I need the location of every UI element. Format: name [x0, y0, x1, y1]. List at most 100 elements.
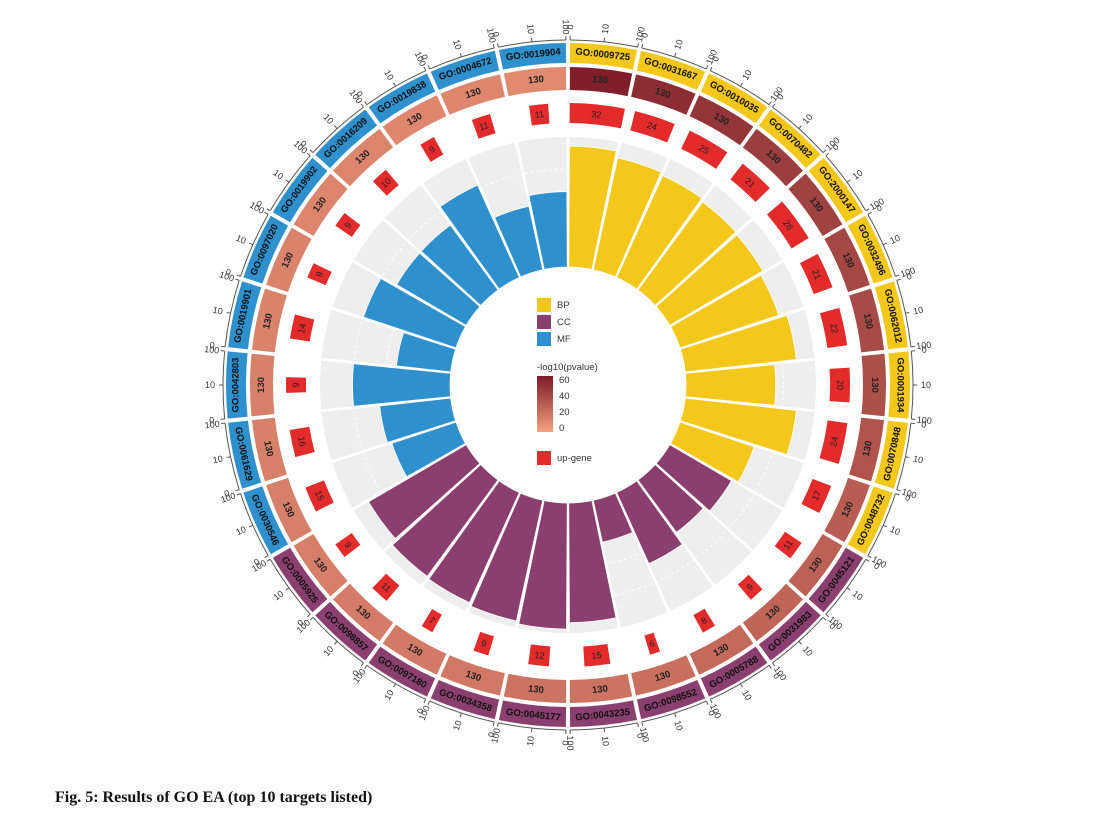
scale-tick — [266, 208, 271, 212]
gene-count-segment-GO:0042803 — [249, 353, 275, 417]
scale-tick — [867, 555, 872, 559]
rich-factor-bar-GO:0098552 — [592, 492, 634, 543]
scale-tick — [235, 489, 240, 492]
scale-tick — [846, 587, 851, 591]
scale-tick — [306, 152, 311, 157]
scale-tick-label: 10 — [851, 588, 865, 602]
scale-tick — [360, 662, 364, 667]
up-gene-block-GO:0016209 — [372, 169, 399, 196]
chart-canvas: 0 10 1000101000101000101000101000101000101… — [204, 19, 932, 750]
scale-tick-label: 10 — [382, 688, 396, 702]
scale-tick — [248, 242, 254, 246]
category-segment-GO:0098552 — [636, 679, 706, 720]
up-gene-block-GO:0001934 — [829, 367, 850, 403]
up-gene-label: 24 — [828, 436, 840, 448]
up-gene-block-GO:0005788 — [693, 608, 715, 633]
up-gene-label: 10 — [379, 176, 393, 190]
scale-tick-label: 10 — [212, 305, 224, 317]
rich-factor-bar-GO:0005925 — [368, 444, 481, 540]
scale-tick — [895, 493, 900, 496]
scale-tick — [641, 43, 644, 49]
scale-tick-label: 10 — [321, 112, 335, 126]
rich-factor-bar-GO:0031983 — [637, 463, 704, 533]
up-gene-block-GO:0048732 — [801, 478, 832, 514]
scale-tick — [248, 524, 254, 528]
rich-factor-bar-GO:0001934 — [684, 364, 777, 406]
scale-tick — [309, 617, 314, 621]
scale-tick — [285, 587, 290, 591]
scale-tick — [865, 208, 870, 212]
scale-tick-label: 10 — [912, 453, 924, 465]
rich-factor-bar-GO:0019838 — [439, 184, 520, 290]
scale-tick — [905, 311, 910, 314]
gene-count-segment-GO:0019901 — [251, 288, 287, 353]
scale-tick — [236, 493, 241, 496]
gene-count-segment-GO:2000147 — [788, 173, 843, 236]
scale-axis-GO:0032496 — [867, 214, 896, 277]
scale-tick — [846, 179, 851, 183]
legend-swatch-up-gene — [537, 451, 551, 465]
scale-tick — [459, 52, 462, 58]
scale-axis-GO:0097180 — [366, 664, 426, 700]
scale-tick — [264, 555, 269, 559]
category-segment-GO:0031983 — [758, 601, 821, 661]
scale-tick — [235, 278, 240, 281]
scale-tick-label: 100 — [565, 735, 575, 750]
up-gene-block-GO:0034358 — [473, 631, 494, 656]
up-gene-label: 14 — [296, 323, 308, 335]
rich-factor-bar-GO:0016209 — [420, 224, 499, 307]
scale-axis-GO:0043235 — [570, 722, 638, 731]
up-gene-label: 8 — [699, 615, 708, 626]
scale-tick — [264, 211, 269, 215]
go-term-label: GO:0001934 — [895, 358, 906, 414]
scale-tick-label: 100 — [916, 415, 932, 426]
scale-tick-label: 10 — [888, 524, 901, 537]
legend-swatch-cc — [537, 315, 551, 329]
category-segment-GO:0061629 — [228, 420, 262, 489]
scale-tick — [427, 65, 431, 70]
figure-caption: Fig. 5: Results of GO EA (top 10 targets… — [55, 789, 373, 806]
scale-tick-label: 0 — [775, 92, 786, 102]
scale-tick — [867, 211, 872, 215]
rich-factor-bar-GO:2000147 — [655, 234, 764, 326]
scale-axis-GO:0097020 — [240, 214, 269, 277]
gene-count-label: 130 — [261, 440, 275, 458]
scale-tick-label: 0 — [905, 271, 913, 282]
scale-tick — [309, 149, 314, 153]
scale-tick — [393, 82, 396, 87]
gene-count-segment-GO:0034358 — [440, 655, 505, 696]
scale-axis-GO:0005925 — [269, 559, 311, 615]
up-gene-label: 7 — [427, 615, 436, 626]
scale-tick-label: 0 — [298, 138, 308, 149]
scale-tick — [822, 617, 827, 621]
rich-factor-bar-GO:0045177 — [518, 500, 568, 630]
gene-count-label: 130 — [527, 74, 544, 87]
gene-count-label: 130 — [592, 74, 609, 87]
gene-count-segment-GO:0061629 — [251, 417, 287, 482]
gene-count-segment-GO:0019838 — [382, 95, 447, 146]
scale-tick-label: 0 — [565, 24, 575, 29]
scale-axis-GO:0098857 — [312, 617, 364, 664]
scale-axis-GO:0061629 — [224, 423, 240, 490]
scale-tick — [226, 456, 231, 459]
up-gene-block-GO:0097180 — [421, 609, 442, 633]
rich-factor-bar-GO:0034358 — [470, 492, 544, 622]
up-gene-block-GO:0010035 — [681, 130, 728, 169]
rich-factor-bar-GO:0098857 — [391, 463, 499, 577]
scale-tick-label: 0 — [710, 55, 721, 64]
legend-swatch-mf — [537, 332, 551, 346]
gene-count-label: 130 — [592, 684, 609, 697]
scale-tick — [772, 662, 776, 667]
gene-count-label: 130 — [869, 377, 880, 393]
gene-count-segment-GO:0098552 — [631, 655, 696, 696]
scale-tick — [364, 101, 368, 105]
scale-tick-label: 10 — [851, 168, 865, 182]
scale-tick-label: 0 — [223, 488, 231, 499]
scale-tick — [740, 82, 743, 87]
scale-tick — [882, 524, 888, 528]
scale-tick-label: 0 — [706, 709, 717, 718]
scale-tick — [674, 52, 677, 58]
scale-tick-label: 0 — [209, 340, 215, 350]
gene-count-label: 130 — [464, 86, 482, 101]
category-segment-GO:0043235 — [569, 700, 638, 727]
